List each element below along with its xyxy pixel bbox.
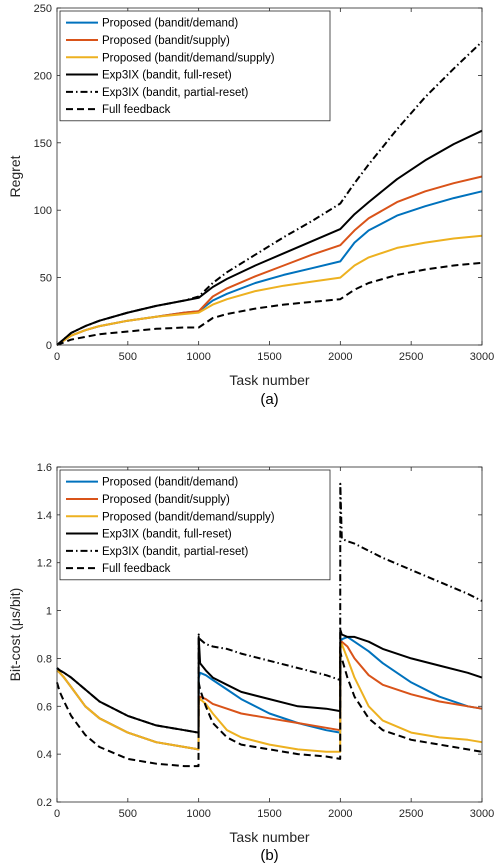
y-tick-label: 0 [46, 340, 52, 352]
legend-label: Proposed (bandit/demand) [102, 18, 238, 30]
legend-label: Proposed (bandit/demand) [102, 477, 238, 489]
y-tick-label: 1.6 [37, 462, 52, 474]
y-tick-label: 0.6 [37, 701, 52, 713]
y-tick-label: 0.4 [37, 749, 52, 761]
series-line [56, 261, 483, 346]
x-tick-label: 1500 [257, 351, 281, 363]
legend-label: Exp3IX (bandit, partial-reset) [102, 87, 249, 99]
legend-box [59, 10, 331, 122]
x-tick-label: 1500 [257, 808, 281, 820]
x-tick-label: 500 [119, 808, 137, 820]
bit-cost-chart: 0 500 1000 1500 2000 2500 3000 0.2 0.4 0.6 0.8 1 1.2… [7, 462, 494, 864]
x-tick-label: 0 [54, 808, 60, 820]
y-tick-label: 50 [40, 273, 52, 285]
legend-box [59, 469, 331, 581]
x-tick-label: 2500 [399, 808, 423, 820]
x-tick-label: 1000 [186, 808, 210, 820]
legend-label: Proposed (bandit/demand/supply) [102, 511, 275, 523]
legend: Proposed (bandit/demand) Proposed (bandit… [59, 469, 331, 581]
legend-label: Exp3IX (bandit, full-reset) [102, 70, 232, 82]
series-line [56, 650, 483, 768]
y-tick-label: 1.2 [37, 558, 52, 570]
legend-label: Proposed (bandit/supply) [102, 35, 230, 47]
regret-chart: 0 500 1000 1500 2000 2500 3000050100150200250 … [7, 3, 494, 408]
legend-label: Proposed (bandit/supply) [102, 494, 230, 506]
x-axis-label: Task number [229, 372, 309, 388]
y-axis-label: Bit-cost (μs/bit) [7, 588, 23, 682]
x-tick-label: 0 [54, 351, 60, 363]
x-tick-label: 3000 [470, 351, 494, 363]
x-tick-label: 1000 [186, 351, 210, 363]
y-axis-label: Regret [7, 155, 23, 197]
series-line [56, 234, 483, 346]
y-tick-label: 200 [34, 70, 52, 82]
panel-caption: (a) [260, 391, 278, 408]
series-line [56, 40, 483, 346]
y-tick-label: 1 [46, 606, 52, 618]
y-tick-label: 250 [34, 3, 52, 15]
x-tick-label: 2000 [328, 351, 352, 363]
x-tick-label: 2500 [399, 351, 423, 363]
y-tick-label: 0.2 [37, 797, 52, 809]
panel-caption: (b) [260, 847, 278, 864]
y-tick-label: 1.4 [37, 510, 52, 522]
series-line [56, 628, 483, 734]
legend-label: Exp3IX (bandit, full-reset) [102, 529, 232, 541]
legend-label: Proposed (bandit/demand/supply) [102, 52, 275, 64]
y-tick-label: 0.8 [37, 653, 52, 665]
series-line [56, 482, 483, 734]
x-tick-label: 3000 [470, 808, 494, 820]
y-tick-label: 150 [34, 138, 52, 150]
legend: Proposed (bandit/demand) Proposed (bandit… [59, 10, 331, 122]
legend-label: Full feedback [102, 104, 171, 116]
x-axis-label: Task number [229, 829, 309, 845]
legend-label: Exp3IX (bandit, partial-reset) [102, 546, 249, 558]
x-tick-label: 500 [119, 351, 137, 363]
y-tick-label: 100 [34, 205, 52, 217]
series-line [56, 643, 483, 753]
legend-label: Full feedback [102, 563, 171, 575]
x-tick-label: 2000 [328, 808, 352, 820]
